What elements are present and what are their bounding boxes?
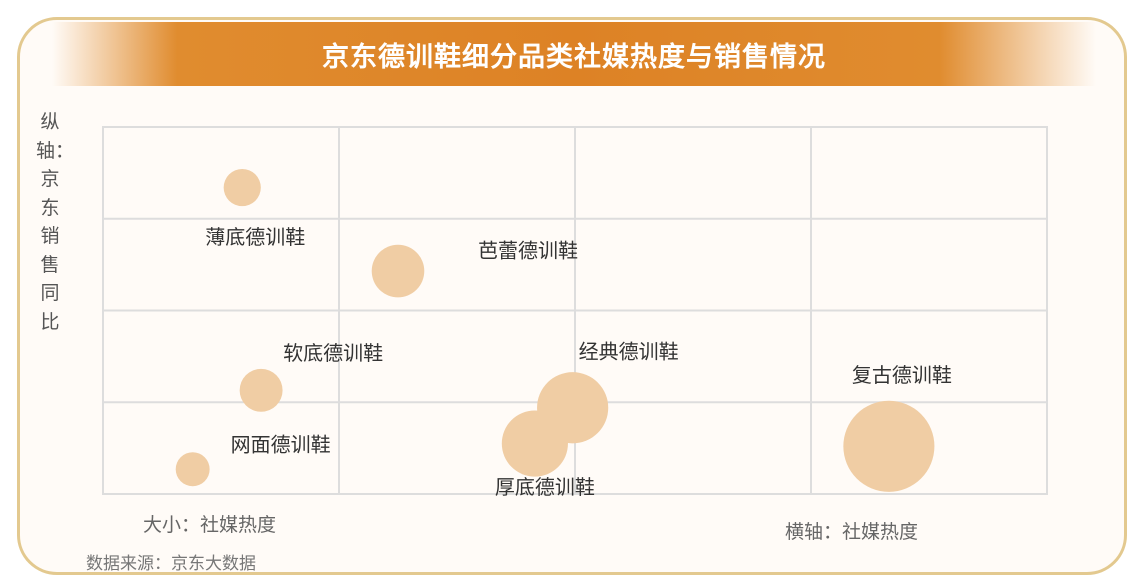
bubble-label: 软底德训鞋 <box>283 341 383 365</box>
bubble-1 <box>371 244 425 298</box>
bubble-6 <box>843 400 935 492</box>
bubble-label: 网面德训鞋 <box>231 433 331 457</box>
chart-title: 京东德训鞋细分品类社媒热度与销售情况 <box>322 41 826 73</box>
x-axis-label: 横轴：社媒热度 <box>785 521 919 543</box>
bubble-3 <box>175 452 210 487</box>
bubbles <box>175 168 935 492</box>
data-source: 数据来源：京东大数据 <box>86 554 256 574</box>
bubble-2 <box>239 368 283 412</box>
bubble-0 <box>223 168 261 207</box>
size-legend-note: 大小：社媒热度 <box>143 514 277 536</box>
bubble-label: 芭蕾德训鞋 <box>478 239 578 263</box>
bubble-label: 薄底德训鞋 <box>205 225 305 249</box>
bubble-label: 复古德训鞋 <box>852 363 952 387</box>
bubble-label: 厚底德训鞋 <box>495 475 595 499</box>
bubble-label: 经典德训鞋 <box>579 339 679 363</box>
bubble-5 <box>501 410 568 477</box>
title-banner: 京东德训鞋细分品类社媒热度与销售情况 <box>52 22 1096 86</box>
